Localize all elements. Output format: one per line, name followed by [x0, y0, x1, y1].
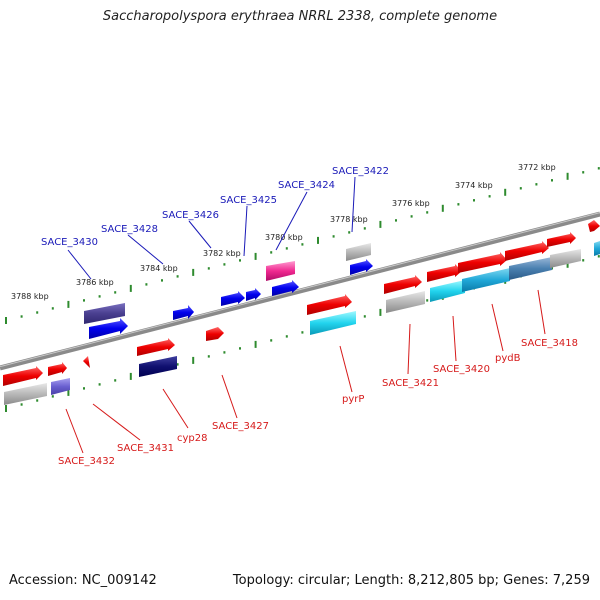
gene-label: SACE_3426 [162, 210, 219, 221]
gene-gray-mid[interactable] [386, 291, 425, 313]
gene-label: SACE_3424 [278, 180, 335, 191]
gene-label: SACE_3421 [382, 378, 439, 389]
gene-label: cyp28 [177, 433, 208, 444]
gene-sace-3422[interactable] [350, 259, 373, 275]
bottom-leader-lines [65, 289, 546, 454]
gene-sace-3420-red[interactable] [427, 264, 462, 282]
gene-label: SACE_3428 [101, 224, 158, 235]
gene-red-right[interactable] [547, 232, 576, 247]
upper-scale-track [5, 167, 600, 324]
gene-teal-edge[interactable] [594, 241, 600, 256]
gene-sace-3418-red[interactable] [505, 241, 549, 261]
map-title: Saccharopolyspora erythraea NRRL 2338, c… [102, 9, 498, 24]
gene-label: SACE_3427 [212, 421, 269, 432]
accession-text: Accession: NC_009142 [9, 573, 157, 588]
genome-backbone [0, 211, 600, 371]
gene-pydB-red[interactable] [458, 252, 507, 273]
gene-sace-3426[interactable] [221, 291, 245, 306]
scale-label: 3782 kbp [203, 249, 241, 258]
gene-label: SACE_3432 [58, 456, 115, 467]
genome-summary-text: Topology: circular; Length: 8,212,805 bp… [232, 573, 590, 588]
gene-navy[interactable] [139, 356, 177, 377]
scale-labels: 3772 kbp 3774 kbp 3776 kbp 3778 kbp 3780… [11, 163, 556, 301]
gene-blue-1[interactable] [173, 305, 194, 320]
gene-label: SACE_3418 [521, 338, 578, 349]
gene-sace-3430[interactable] [89, 318, 128, 339]
gene-gray-right[interactable] [550, 249, 581, 268]
scale-label: 3778 kbp [330, 215, 368, 224]
gene-label: SACE_3420 [433, 364, 490, 375]
backbone-highlight [0, 212, 600, 368]
gene-label: SACE_3425 [220, 195, 277, 206]
gene-label: SACE_3430 [41, 237, 98, 248]
gene-red-left[interactable] [3, 366, 43, 386]
gene-sace-3421[interactable] [384, 275, 422, 294]
gene-sace-3418[interactable] [509, 257, 552, 280]
top-gene-labels: SACE_3422 SACE_3424 SACE_3425 SACE_3426 … [41, 166, 389, 248]
gene-pydB[interactable] [462, 268, 510, 292]
gene-gray-upper[interactable] [346, 243, 371, 261]
gene-pink[interactable] [266, 261, 295, 281]
gene-label: SACE_3431 [117, 443, 174, 454]
gene-sace-3431[interactable] [83, 356, 90, 368]
gene-label: pyrP [342, 394, 364, 405]
scale-label: 3776 kbp [392, 199, 430, 208]
gene-gray-left[interactable] [4, 383, 47, 405]
gene-sace-3425[interactable] [246, 288, 261, 301]
gene-sace-3427[interactable] [206, 327, 224, 341]
top-leader-lines [67, 176, 356, 280]
scale-label: 3784 kbp [140, 264, 178, 273]
gene-sace-3430-slate[interactable] [84, 303, 125, 324]
gene-label: SACE_3422 [332, 166, 389, 177]
gene-sace-3432[interactable] [48, 362, 67, 376]
lower-genes [3, 232, 581, 405]
scale-label: 3788 kbp [11, 292, 49, 301]
gene-pyrP-red[interactable] [307, 294, 352, 315]
gene-lavender[interactable] [51, 378, 70, 395]
gene-red-edge[interactable] [588, 220, 600, 232]
scale-label: 3774 kbp [455, 181, 493, 190]
gene-pyrP[interactable] [310, 311, 356, 335]
scale-label: 3786 kbp [76, 278, 114, 287]
upper-genes [84, 220, 600, 339]
scale-label: 3772 kbp [518, 163, 556, 172]
bottom-gene-labels: SACE_3418 pydB SACE_3420 SACE_3421 pyrP … [58, 338, 578, 467]
gene-sace-3424[interactable] [272, 280, 299, 296]
scale-label: 3780 kbp [265, 233, 303, 242]
gene-sace-3420[interactable] [430, 280, 465, 302]
gene-cyp28[interactable] [137, 338, 175, 356]
gene-label: pydB [495, 353, 521, 364]
